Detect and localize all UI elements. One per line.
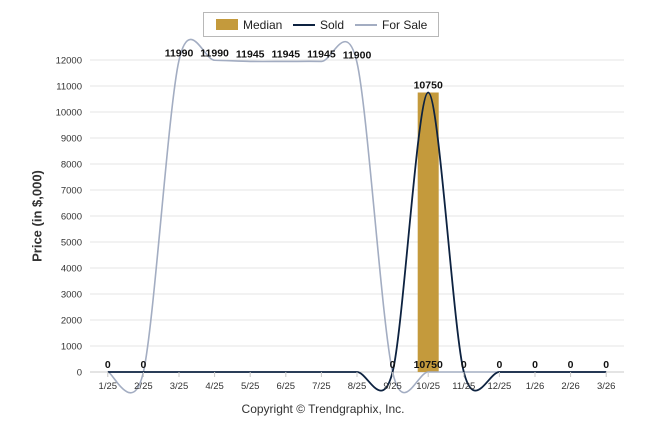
data-label-top: 11900	[343, 50, 372, 62]
y-tick-label: 3000	[61, 290, 82, 301]
data-label-top: 11945	[236, 48, 265, 60]
data-label-top: 0	[105, 359, 111, 371]
data-label-top: 0	[461, 359, 467, 371]
for-sale-swatch-icon	[355, 24, 377, 26]
legend-label-median: Median	[243, 18, 283, 32]
x-tick-label: 8/25	[348, 381, 367, 392]
legend: Median Sold For Sale	[203, 12, 439, 37]
x-tick-label: 6/25	[277, 381, 296, 392]
legend-label-for-sale: For Sale	[382, 18, 428, 32]
data-label-top: 10750	[414, 80, 443, 92]
x-tick-label: 2/25	[134, 381, 153, 392]
y-tick-label: 10000	[56, 108, 82, 119]
data-label-top: 11990	[165, 47, 194, 59]
y-tick-label: 8000	[61, 160, 82, 171]
y-tick-label: 4000	[61, 264, 82, 275]
y-tick-label: 12000	[56, 56, 82, 67]
data-label-top: 11990	[200, 47, 229, 59]
y-tick-label: 0	[77, 368, 82, 379]
y-tick-label: 9000	[61, 134, 82, 145]
median-swatch-icon	[216, 19, 238, 30]
x-tick-label: 7/25	[312, 381, 331, 392]
data-label-top: 11945	[307, 48, 336, 60]
x-tick-label: 9/25	[383, 381, 402, 392]
x-tick-label: 12/25	[488, 381, 512, 392]
data-label-top: 0	[532, 359, 538, 371]
data-label-top: 0	[390, 359, 396, 371]
copyright-text: Copyright © Trendgraphix, Inc.	[241, 402, 405, 416]
x-tick-label: 2/26	[561, 381, 580, 392]
data-label-bottom: 10750	[414, 359, 443, 371]
y-axis-title: Price (in $,000)	[29, 170, 45, 262]
y-tick-label: 6000	[61, 212, 82, 223]
x-tick-label: 1/25	[99, 381, 118, 392]
x-tick-label: 5/25	[241, 381, 260, 392]
y-tick-label: 1000	[61, 342, 82, 353]
x-tick-label: 10/25	[416, 381, 440, 392]
x-tick-label: 3/25	[170, 381, 189, 392]
data-label-top: 11945	[271, 48, 300, 60]
x-tick-label: 1/26	[526, 381, 545, 392]
data-label-top: 0	[603, 359, 609, 371]
sold-swatch-icon	[293, 24, 315, 26]
x-tick-label: 4/25	[205, 381, 224, 392]
data-label-top: 0	[496, 359, 502, 371]
y-tick-label: 2000	[61, 316, 82, 327]
x-tick-label: 11/25	[452, 381, 475, 392]
data-label-top: 0	[568, 359, 574, 371]
bar-median	[417, 92, 439, 372]
y-tick-label: 7000	[61, 186, 82, 197]
y-tick-label: 5000	[61, 238, 82, 249]
y-tick-label: 11000	[56, 82, 82, 93]
legend-label-sold: Sold	[320, 18, 345, 32]
data-label-top: 0	[140, 359, 146, 371]
x-tick-label: 3/26	[597, 381, 616, 392]
